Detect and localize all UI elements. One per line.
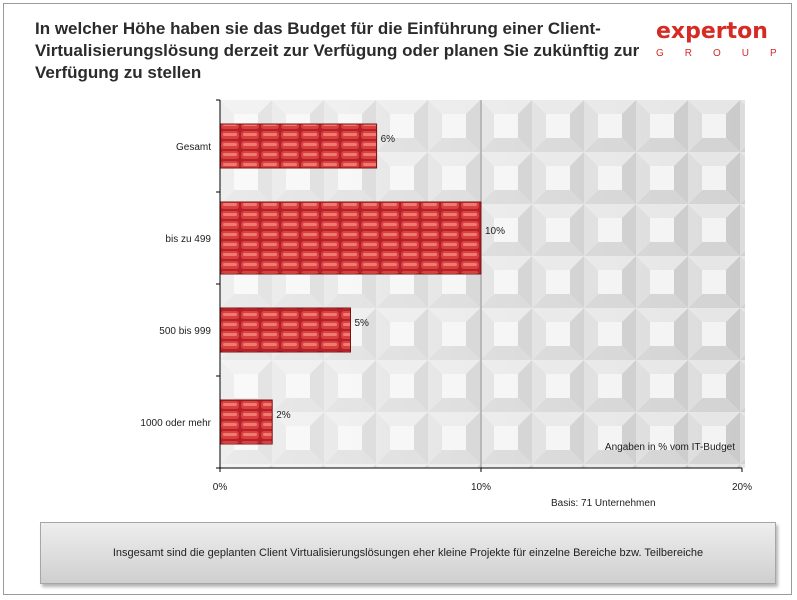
x-tick-label: 20% <box>732 482 752 493</box>
category-label: Gesamt <box>176 142 211 153</box>
logo-subtitle: GROUP <box>656 48 797 59</box>
footnote: Basis: 71 Unternehmen <box>551 498 656 509</box>
bar <box>219 201 482 275</box>
bar-value-label: 5% <box>355 318 370 329</box>
bar <box>219 307 351 353</box>
slide-title: In welcher Höhe haben sie das Budget für… <box>35 19 640 82</box>
x-tick-label: 0% <box>213 482 228 493</box>
chart-annotation: Angaben in % vom IT-Budget <box>605 442 735 453</box>
experton-logo: experton GROUP <box>656 19 786 60</box>
category-label: 500 bis 999 <box>159 326 211 337</box>
summary-text: Insgesamt sind die geplanten Client Virt… <box>112 547 704 559</box>
category-label: bis zu 499 <box>165 234 211 245</box>
slide-frame <box>3 3 792 595</box>
summary-box: Insgesamt sind die geplanten Client Virt… <box>40 522 776 584</box>
logo-wordmark: experton <box>656 19 768 44</box>
bar-value-label: 6% <box>381 134 396 145</box>
bar-value-label: 2% <box>276 410 291 421</box>
bar <box>219 399 273 445</box>
category-label: 1000 oder mehr <box>140 418 211 429</box>
bar-value-label: 10% <box>485 226 505 237</box>
x-tick-label: 10% <box>471 482 491 493</box>
bar <box>219 123 378 169</box>
